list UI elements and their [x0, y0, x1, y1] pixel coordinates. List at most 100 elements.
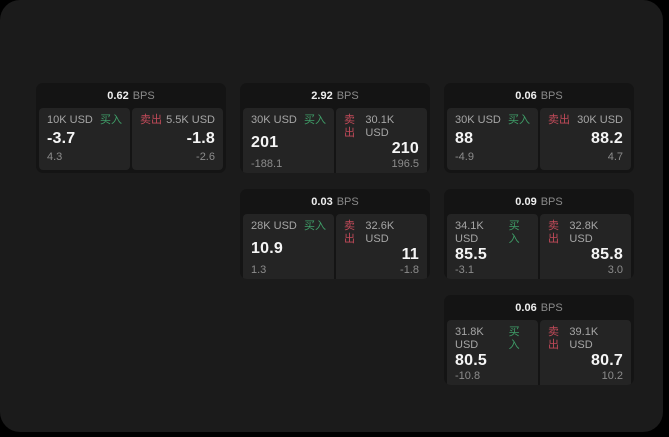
buy-tile-top: 10K USD 买入	[47, 114, 122, 127]
sell-price: 80.7	[591, 352, 623, 369]
buy-side-label: 买入	[508, 114, 530, 126]
buy-delta: -188.1	[251, 158, 283, 170]
sell-side-label: 卖出	[548, 114, 570, 126]
sell-tile-top: 卖出 32.8K USD	[548, 220, 623, 246]
buy-tile-top: 30K USD 买入	[455, 114, 530, 127]
buy-tile-top: 30K USD 买入	[251, 114, 326, 127]
sell-price: 11	[401, 246, 419, 263]
buy-price: 80.5	[455, 352, 487, 369]
sell-price: -1.8	[186, 130, 215, 147]
bps-header: 0.06 BPS	[444, 295, 634, 318]
buy-size: 34.1K USD	[455, 220, 484, 245]
sell-side-label: 卖出	[140, 114, 162, 126]
bps-value: 0.06	[515, 89, 537, 102]
buy-delta: 1.3	[251, 264, 267, 276]
sell-side-label: 卖出	[548, 326, 559, 351]
sell-delta: 10.2	[601, 370, 623, 382]
buy-delta: -3.1	[455, 264, 474, 276]
buy-tile[interactable]: 10K USD 买入 -3.7 4.3	[39, 108, 130, 170]
sell-tile-top: 卖出 30K USD	[548, 114, 623, 127]
sell-delta: -1.8	[400, 264, 419, 276]
tiles-row: 34.1K USD 买入 85.5 -3.1 卖出 32.8K USD 85.8…	[444, 212, 634, 279]
bps-unit-label: BPS	[132, 89, 155, 102]
buy-side-label: 买入	[508, 220, 520, 245]
sell-tile[interactable]: 卖出 39.1K USD 80.7 10.2	[540, 320, 631, 385]
buy-side-label: 买入	[100, 114, 122, 126]
bps-header: 0.09 BPS	[444, 189, 634, 212]
bps-unit-label: BPS	[540, 301, 563, 314]
sell-price: 88.2	[591, 130, 623, 147]
bps-unit-label: BPS	[540, 89, 563, 102]
sell-size: 39.1K USD	[569, 326, 599, 351]
buy-price: 88	[455, 130, 474, 147]
buy-size: 10K USD	[47, 114, 93, 126]
bps-unit-label: BPS	[336, 195, 359, 208]
buy-delta: -4.9	[455, 151, 474, 163]
quote-cards-grid: 0.62 BPS 10K USD 买入 -3.7 4.3 卖出 5.5K USD…	[36, 83, 634, 385]
sell-tile[interactable]: 卖出 30.1K USD 210 196.5	[336, 108, 427, 173]
buy-price: 10.9	[251, 239, 283, 257]
sell-tile-top: 卖出 5.5K USD	[140, 114, 215, 127]
bps-unit-label: BPS	[540, 195, 563, 208]
buy-tile-top: 28K USD 买入	[251, 220, 326, 233]
quote-card: 2.92 BPS 30K USD 买入 201 -188.1 卖出 30.1K …	[240, 83, 430, 173]
buy-price: -3.7	[47, 130, 76, 147]
buy-tile[interactable]: 31.8K USD 买入 80.5 -10.8	[447, 320, 538, 385]
sell-price: 210	[391, 140, 419, 157]
quote-card: 0.03 BPS 28K USD 买入 10.9 1.3 卖出 32.6K US…	[240, 189, 430, 279]
sell-tile-top: 卖出 39.1K USD	[548, 326, 623, 352]
bps-unit-label: BPS	[336, 89, 359, 102]
buy-tile[interactable]: 30K USD 买入 201 -188.1	[243, 108, 334, 173]
bps-header: 0.62 BPS	[36, 83, 226, 106]
sell-size: 30K USD	[577, 114, 623, 126]
sell-tile[interactable]: 卖出 32.6K USD 11 -1.8	[336, 214, 427, 279]
sell-delta: 4.7	[607, 151, 623, 163]
sell-delta: 196.5	[391, 158, 419, 170]
bps-header: 0.03 BPS	[240, 189, 430, 212]
sell-delta: -2.6	[196, 151, 215, 163]
buy-size: 28K USD	[251, 220, 297, 232]
sell-side-label: 卖出	[344, 220, 355, 245]
buy-delta: 4.3	[47, 151, 63, 163]
quote-card: 0.06 BPS 30K USD 买入 88 -4.9 卖出 30K USD 8…	[444, 83, 634, 173]
sell-tile[interactable]: 卖出 32.8K USD 85.8 3.0	[540, 214, 631, 279]
bps-header: 2.92 BPS	[240, 83, 430, 106]
bps-value: 2.92	[311, 89, 333, 102]
bps-value: 0.03	[311, 195, 333, 208]
buy-price: 85.5	[455, 246, 487, 263]
bps-value: 0.09	[515, 195, 537, 208]
buy-side-label: 买入	[508, 326, 520, 351]
sell-size: 32.6K USD	[365, 220, 395, 245]
sell-size: 30.1K USD	[365, 114, 395, 139]
buy-side-label: 买入	[304, 114, 326, 126]
quote-card: 0.62 BPS 10K USD 买入 -3.7 4.3 卖出 5.5K USD…	[36, 83, 226, 173]
buy-side-label: 买入	[304, 220, 326, 232]
sell-tile-top: 卖出 30.1K USD	[344, 114, 419, 140]
bps-value: 0.62	[107, 89, 129, 102]
buy-tile[interactable]: 28K USD 买入 10.9 1.3	[243, 214, 334, 279]
buy-tile[interactable]: 30K USD 买入 88 -4.9	[447, 108, 538, 170]
sell-tile[interactable]: 卖出 30K USD 88.2 4.7	[540, 108, 631, 170]
sell-delta: 3.0	[607, 264, 623, 276]
buy-size: 31.8K USD	[455, 326, 484, 351]
tiles-row: 30K USD 买入 201 -188.1 卖出 30.1K USD 210 1…	[240, 106, 430, 173]
quote-card: 0.06 BPS 31.8K USD 买入 80.5 -10.8 卖出 39.1…	[444, 295, 634, 385]
sell-price: 85.8	[591, 246, 623, 263]
buy-size: 30K USD	[251, 114, 297, 126]
buy-tile[interactable]: 34.1K USD 买入 85.5 -3.1	[447, 214, 538, 279]
buy-size: 30K USD	[455, 114, 501, 126]
quote-card: 0.09 BPS 34.1K USD 买入 85.5 -3.1 卖出 32.8K…	[444, 189, 634, 279]
sell-size: 32.8K USD	[569, 220, 599, 245]
sell-tile-top: 卖出 32.6K USD	[344, 220, 419, 246]
bps-header: 0.06 BPS	[444, 83, 634, 106]
tiles-row: 10K USD 买入 -3.7 4.3 卖出 5.5K USD -1.8 -2.…	[36, 106, 226, 173]
sell-tile[interactable]: 卖出 5.5K USD -1.8 -2.6	[132, 108, 223, 170]
sell-side-label: 卖出	[344, 114, 355, 139]
buy-price: 201	[251, 133, 279, 151]
buy-delta: -10.8	[455, 370, 481, 382]
sell-size: 5.5K USD	[166, 114, 215, 126]
tiles-row: 30K USD 买入 88 -4.9 卖出 30K USD 88.2 4.7	[444, 106, 634, 173]
bps-value: 0.06	[515, 301, 537, 314]
tiles-row: 28K USD 买入 10.9 1.3 卖出 32.6K USD 11 -1.8	[240, 212, 430, 279]
tiles-row: 31.8K USD 买入 80.5 -10.8 卖出 39.1K USD 80.…	[444, 318, 634, 385]
